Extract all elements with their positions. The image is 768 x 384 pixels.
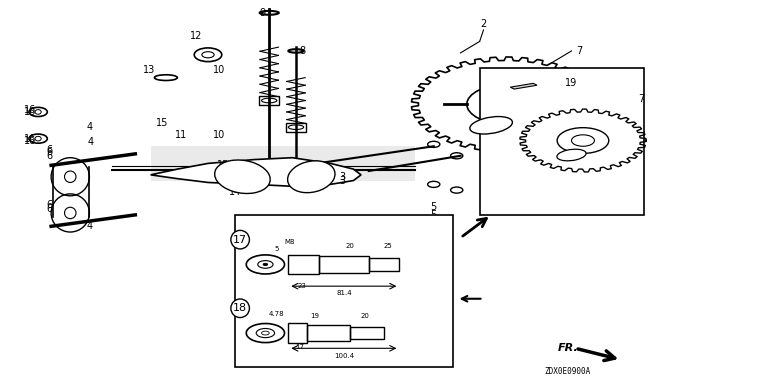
Text: 3: 3 — [339, 172, 345, 182]
Ellipse shape — [557, 149, 586, 161]
Text: 6: 6 — [47, 151, 53, 161]
Text: 16: 16 — [25, 134, 37, 144]
Text: 25: 25 — [383, 243, 392, 249]
Text: 9: 9 — [260, 8, 266, 18]
Text: 4: 4 — [88, 137, 94, 147]
Text: 17: 17 — [233, 235, 247, 245]
Text: 13: 13 — [143, 65, 155, 75]
Text: FR.: FR. — [558, 343, 578, 353]
Text: M8: M8 — [285, 239, 295, 245]
Polygon shape — [151, 146, 415, 180]
Circle shape — [263, 263, 268, 266]
Text: 3: 3 — [339, 175, 345, 185]
Text: 15: 15 — [217, 160, 230, 170]
Ellipse shape — [214, 160, 270, 194]
Text: 10: 10 — [214, 130, 226, 140]
Text: 2: 2 — [480, 19, 487, 29]
Text: 20: 20 — [345, 243, 354, 249]
Text: 5: 5 — [431, 202, 437, 212]
Bar — [349, 327, 384, 339]
Text: 19: 19 — [565, 78, 578, 88]
Text: 5: 5 — [431, 210, 437, 220]
Text: 16: 16 — [25, 136, 37, 146]
Bar — [288, 323, 307, 343]
Bar — [235, 215, 453, 367]
Bar — [286, 122, 306, 132]
Text: 4: 4 — [86, 221, 92, 231]
Text: 12: 12 — [190, 31, 203, 41]
Text: 15: 15 — [156, 118, 168, 128]
Bar — [307, 324, 349, 341]
Text: 6: 6 — [47, 204, 53, 214]
Text: 5: 5 — [275, 246, 279, 252]
Text: 6: 6 — [47, 145, 53, 155]
Bar — [319, 256, 369, 273]
Text: 16: 16 — [25, 107, 37, 117]
Text: 100.4: 100.4 — [334, 353, 354, 359]
Polygon shape — [510, 83, 537, 89]
Text: 4.78: 4.78 — [269, 311, 285, 317]
Text: ZDX0E0900A: ZDX0E0900A — [545, 367, 591, 376]
Text: 20: 20 — [360, 313, 369, 319]
Text: 14: 14 — [229, 187, 241, 197]
Bar — [369, 258, 399, 271]
Ellipse shape — [287, 161, 335, 193]
Text: 23: 23 — [298, 283, 306, 290]
Text: 8: 8 — [300, 46, 306, 56]
Bar — [480, 68, 644, 215]
Text: 7: 7 — [576, 46, 582, 56]
Text: 6: 6 — [47, 147, 53, 157]
Bar — [260, 96, 279, 105]
Ellipse shape — [470, 117, 512, 134]
Text: 11: 11 — [175, 130, 187, 140]
Text: 4: 4 — [86, 122, 92, 132]
Text: 19: 19 — [310, 313, 319, 319]
Bar — [288, 255, 319, 274]
Text: 10: 10 — [214, 65, 226, 75]
Text: 81.4: 81.4 — [336, 290, 352, 296]
Text: 17: 17 — [296, 344, 304, 350]
Text: 7: 7 — [638, 94, 644, 104]
Text: 18: 18 — [233, 303, 247, 313]
Text: 16: 16 — [25, 105, 37, 115]
Text: 6: 6 — [47, 200, 53, 210]
Polygon shape — [151, 158, 361, 186]
